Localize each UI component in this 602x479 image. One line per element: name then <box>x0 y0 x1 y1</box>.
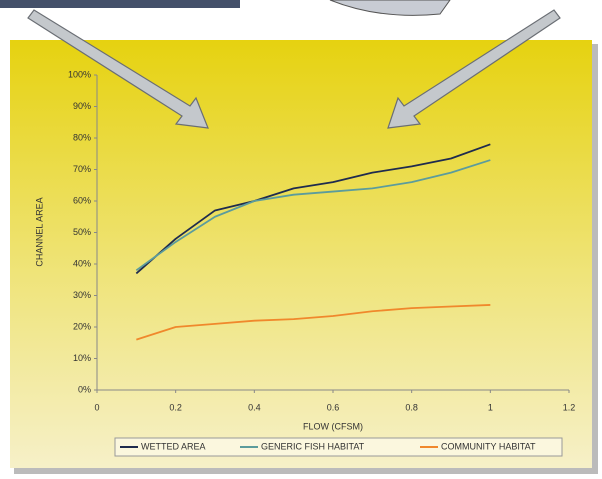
y-tick-label: 30% <box>73 290 91 300</box>
y-axis-title: CHANNEL AREA <box>34 197 44 266</box>
arrow <box>27 9 561 129</box>
legend <box>114 437 563 457</box>
line-series <box>135 159 491 272</box>
legend-label: GENERIC FISH HABITAT <box>261 441 365 451</box>
x-tick-label: 1.2 <box>563 402 576 412</box>
y-tick-label: 10% <box>73 353 91 363</box>
photo-curve <box>329 0 451 16</box>
x-tick-label: 0.4 <box>248 402 261 412</box>
y-tick-label: 90% <box>73 101 91 111</box>
y-tick-label: 50% <box>73 227 91 237</box>
y-tick-label: 80% <box>73 132 91 142</box>
y-tick-label: 100% <box>68 69 91 79</box>
y-tick-label: 20% <box>73 321 91 331</box>
y-tick-label: 70% <box>73 164 91 174</box>
panel <box>10 40 592 468</box>
photo-strip <box>0 0 240 8</box>
x-tick-label: 0.8 <box>405 402 418 412</box>
x-tick-label: 0.2 <box>169 402 182 412</box>
y-tick-label: 40% <box>73 258 91 268</box>
line-series <box>135 143 491 275</box>
y-tick-label: 60% <box>73 195 91 205</box>
x-tick-label: 0.6 <box>327 402 340 412</box>
x-axis-title: FLOW (CFSM) <box>303 421 363 431</box>
y-tick-label: 0% <box>78 384 91 394</box>
x-tick-label: 0 <box>94 402 99 412</box>
legend-label: WETTED AREA <box>141 441 206 451</box>
line-series <box>136 304 491 341</box>
x-tick-label: 1 <box>488 402 493 412</box>
legend-label: COMMUNITY HABITAT <box>441 441 536 451</box>
